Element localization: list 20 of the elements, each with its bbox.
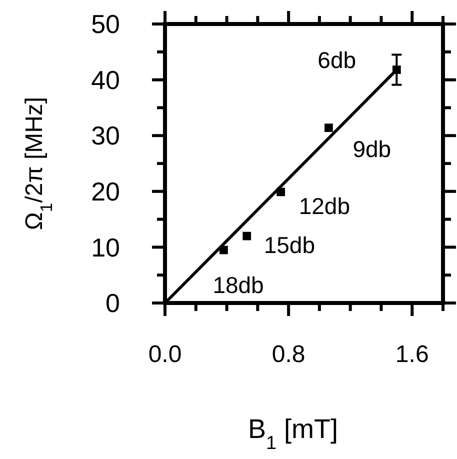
y-tick-label: 10 bbox=[91, 232, 120, 262]
y-tick-label: 30 bbox=[91, 120, 120, 151]
annotation: 9db bbox=[352, 136, 392, 162]
y-tick-label: 0 bbox=[106, 288, 120, 318]
y-tick-label: 40 bbox=[91, 64, 120, 95]
x-tick-label: 1.6 bbox=[395, 341, 429, 368]
annotation: 12db bbox=[298, 192, 350, 219]
point bbox=[242, 232, 252, 240]
annotation: 6db bbox=[318, 46, 356, 73]
y-tick-label: 50 bbox=[91, 9, 120, 40]
x-tick-label: 0.8 bbox=[272, 341, 306, 368]
x-axis-title: B$_{1}$ [mT] bbox=[248, 414, 338, 454]
point bbox=[220, 246, 228, 254]
x-tick-label: 0.0 bbox=[148, 341, 182, 368]
point bbox=[276, 188, 286, 196]
point bbox=[392, 66, 401, 74]
annotation: 18db bbox=[212, 272, 264, 298]
annotation: 15db bbox=[264, 232, 316, 258]
y-tick-label: 20 bbox=[91, 176, 120, 206]
point bbox=[324, 124, 333, 132]
